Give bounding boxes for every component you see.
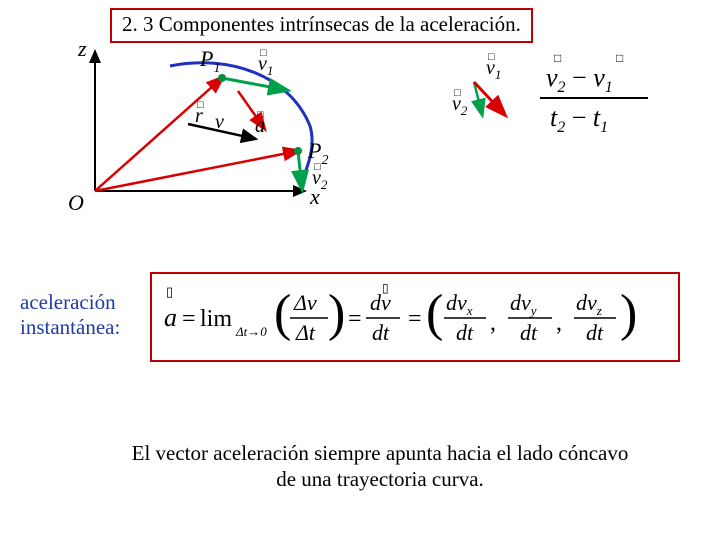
v1-label: v1 (258, 53, 273, 78)
formula-a: a (164, 303, 177, 332)
formula-eq2: = (348, 306, 362, 332)
fracx-den: dt (456, 320, 474, 345)
main-vector-diagram: z x O P1 P2 □ v1 □ v2 v □ a □ r (60, 36, 380, 226)
frac1-num: Δv (293, 290, 317, 315)
frac-v1-arrow-icon: □ (616, 51, 623, 65)
z-label: z (77, 36, 87, 61)
rparen2: ) (620, 285, 637, 342)
v-label: v (215, 111, 224, 133)
fracx-num: dvx (446, 290, 473, 318)
fracz-den: dt (586, 320, 604, 345)
lparen2: ( (426, 285, 443, 342)
r-label: r (195, 105, 203, 127)
fracz-num: dvz (576, 290, 602, 318)
right-diagram-svg: □ v2 □ v1 □ □ v2 − v1 t2 − t1 (450, 50, 700, 170)
accel-l2: instantánea: (20, 315, 120, 339)
v2-label: v2 (312, 167, 328, 192)
accel-l1: aceleración (20, 290, 116, 314)
fracy-num: dvy (510, 290, 537, 318)
v2-small-label: v2 (452, 93, 468, 118)
formula-eq3: = (408, 306, 422, 332)
a-label: a (255, 115, 265, 137)
vector-OP1 (95, 78, 222, 191)
P1-label: P1 (199, 46, 220, 76)
frac-den: t2 − t1 (550, 103, 608, 136)
lparen1: ( (274, 285, 291, 342)
formula-limsub: Δt→0 (235, 324, 267, 339)
main-diagram-svg: z x O P1 P2 □ v1 □ v2 v □ a □ r (60, 36, 380, 226)
vector-v2 (298, 151, 302, 188)
frac2-den: dt (372, 320, 390, 345)
frac1-den: Δt (295, 320, 316, 345)
title-text: 2. 3 Componentes intrínsecas de la acele… (122, 12, 521, 36)
formula-eq1: = (182, 306, 196, 332)
instant-accel-formula: ▯ a = lim Δt→0 ( Δv Δt ) = ▯ dv dt = ( d… (150, 272, 680, 362)
fracy-den: dt (520, 320, 538, 345)
v1-small-label: v1 (486, 57, 501, 82)
formula-svg: ▯ a = lim Δt→0 ( Δv Δt ) = ▯ dv dt = ( d… (160, 278, 670, 352)
point-P2 (294, 147, 302, 155)
vector-OP2 (95, 151, 298, 191)
comma1: , (490, 310, 496, 336)
instant-accel-label: aceleración instantánea: (20, 290, 120, 340)
footer-text-content: El vector aceleración siempre apunta hac… (132, 441, 629, 491)
formula-lim: lim (200, 306, 232, 332)
delta-v-diagram: □ v2 □ v1 □ □ v2 − v1 t2 − t1 (450, 50, 700, 170)
comma2: , (556, 310, 562, 336)
footer-statement: El vector aceleración siempre apunta hac… (120, 440, 640, 493)
origin-label: O (68, 190, 84, 215)
rparen1: ) (328, 285, 345, 342)
a-vec-arrow-icon: ▯ (166, 284, 173, 299)
frac2-num: dv (370, 290, 391, 315)
frac-num: v2 − v1 (546, 63, 613, 96)
velocity-difference-fraction: □ □ v2 − v1 t2 − t1 (540, 51, 648, 136)
